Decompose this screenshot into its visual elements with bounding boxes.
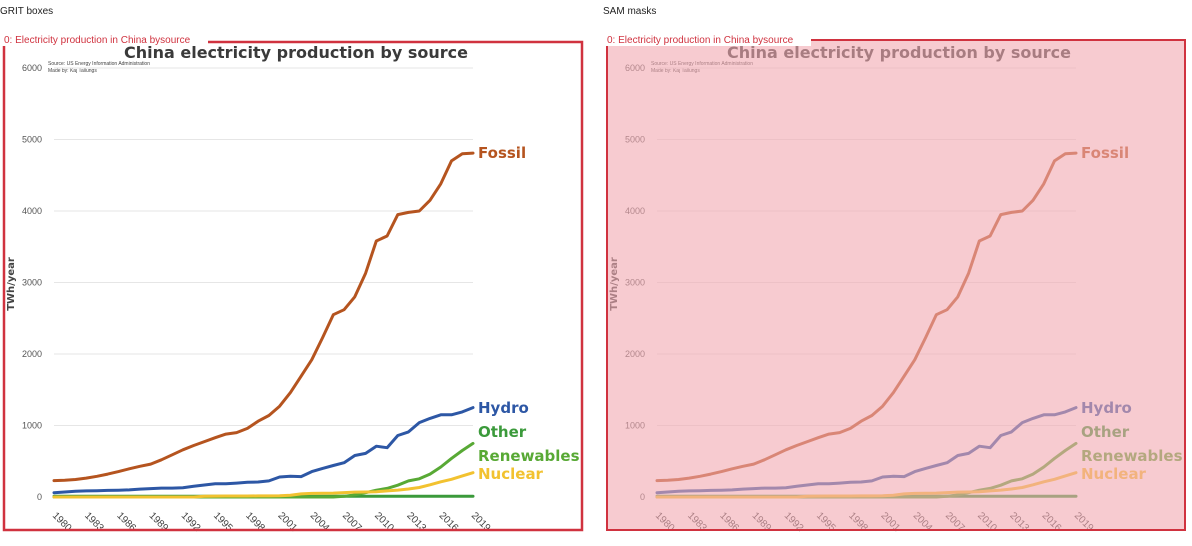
- series-line-hydro: [52, 406, 475, 495]
- panel-title-sam: SAM masks: [603, 6, 657, 17]
- annotation-label-bg: [2, 34, 208, 46]
- sam-mask-outline: [606, 39, 1186, 531]
- series-line-fossil: [52, 151, 475, 483]
- series-line-nuclear: [52, 471, 475, 499]
- annotation-label: 0: Electricity production in China bysou…: [4, 35, 191, 46]
- y-tick-label-6000: 6000: [22, 63, 42, 73]
- line-chart-grit: China electricity production by sourceSo…: [2, 34, 584, 534]
- y-tick-label-0: 0: [37, 492, 42, 502]
- series-label-fossil: Fossil: [478, 144, 526, 162]
- chart-author-note: Made by: Kaj Tallungs: [48, 68, 97, 74]
- chart-panel-grit: China electricity production by source So…: [0, 34, 586, 544]
- chart-title: China electricity production by source: [124, 43, 468, 62]
- sam-mask-fill: [607, 40, 1185, 530]
- line-chart-sam: China electricity production by sourceSo…: [605, 34, 1186, 534]
- series-label-other: Other: [478, 423, 527, 441]
- y-tick-label-5000: 5000: [22, 135, 42, 145]
- y-tick-label-4000: 4000: [22, 206, 42, 216]
- chart-panel-sam: China electricity production by sourceSo…: [603, 34, 1189, 544]
- annotation-label-bg: [605, 34, 811, 46]
- y-tick-label-3000: 3000: [22, 278, 42, 288]
- chart-source-note: Source: US Energy Information Administra…: [48, 61, 150, 67]
- y-tick-label-2000: 2000: [22, 349, 42, 359]
- grit-bounding-box: [2, 40, 584, 532]
- panel-title-grit: GRIT boxes: [0, 6, 54, 17]
- y-axis-title: TWh/year: [6, 257, 17, 311]
- series-label-renewables: Renewables: [478, 447, 580, 465]
- series-label-hydro: Hydro: [478, 399, 529, 417]
- series-label-nuclear: Nuclear: [478, 465, 544, 483]
- annotation-label: 0: Electricity production in China bysou…: [607, 35, 794, 46]
- y-tick-label-1000: 1000: [22, 421, 42, 431]
